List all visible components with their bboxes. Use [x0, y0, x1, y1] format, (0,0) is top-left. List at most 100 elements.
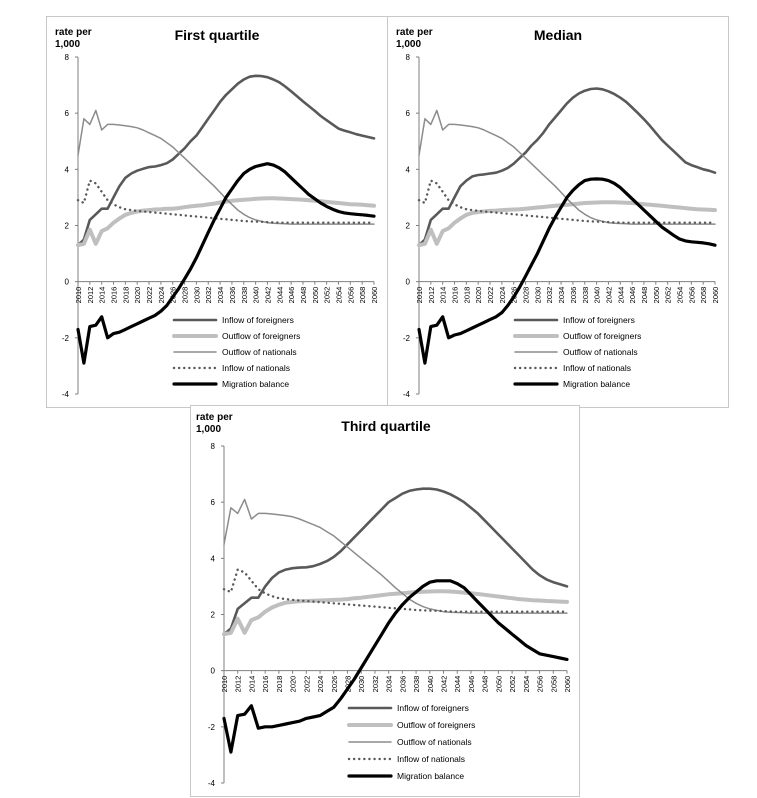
- x-tick-label: 2030: [357, 676, 366, 693]
- x-tick-label: 2036: [569, 287, 578, 304]
- legend-label: Inflow of foreigners: [222, 315, 294, 325]
- x-tick-label: 2058: [358, 287, 367, 304]
- legend-label: Migration balance: [222, 379, 289, 389]
- x-tick-label: 2022: [145, 287, 154, 304]
- x-tick-label: 2048: [481, 676, 490, 693]
- y-tick-label: -2: [62, 334, 70, 343]
- x-tick-label: 2012: [427, 287, 436, 304]
- x-tick-label: 2042: [604, 287, 613, 304]
- x-tick-label: 2014: [247, 676, 256, 693]
- chart-panel-third-quartile: rate per 1,000 Third quartile -4 -2 0 2 4 6 8 2…: [190, 405, 580, 797]
- x-tick-label: 2060: [711, 287, 720, 304]
- y-tick-label: 6: [406, 109, 411, 118]
- x-tick-label: 2022: [486, 287, 495, 304]
- x-tick-label: 2046: [467, 676, 476, 693]
- chart-title: Third quartile: [341, 418, 431, 434]
- x-tick-label: 2056: [687, 287, 696, 304]
- x-tick-label: 2034: [216, 287, 225, 304]
- x-tick-label: 2052: [508, 676, 517, 693]
- x-tick-label: 2032: [371, 676, 380, 693]
- chart-panel-first-quartile: rate per 1,000 First quartile -4 -2 0 2 4 6 8 2…: [46, 16, 388, 408]
- x-tick-label: 2060: [563, 676, 572, 693]
- x-tick-label: 2016: [261, 676, 270, 693]
- x-tick-label: 2010: [220, 676, 229, 693]
- legend-label: Outflow of foreigners: [563, 331, 641, 341]
- x-tick-label: 2040: [593, 287, 602, 304]
- x-tick-label: 2012: [234, 676, 243, 693]
- x-tick-label: 2020: [474, 287, 483, 304]
- x-tick-label: 2022: [302, 676, 311, 693]
- x-tick-label: 2038: [581, 287, 590, 304]
- x-tick-label: 2060: [370, 287, 379, 304]
- y-axis-label: rate per 1,000: [55, 27, 92, 50]
- x-tick-label: 2024: [157, 287, 166, 304]
- y-tick-label: 4: [211, 554, 216, 563]
- chart-title: Median: [533, 27, 583, 43]
- legend-label: Outflow of nationals: [222, 347, 297, 357]
- x-tick-label: 2054: [334, 287, 343, 304]
- x-tick-label: 2036: [228, 287, 237, 304]
- x-tick-label: 2028: [522, 287, 531, 304]
- y-tick-label: -4: [208, 779, 216, 788]
- x-tick-label: 2024: [498, 287, 507, 304]
- y-tick-label: 6: [65, 109, 70, 118]
- x-tick-label: 2042: [263, 287, 272, 304]
- x-tick-label: 2048: [299, 287, 308, 304]
- x-tick-label: 2014: [439, 287, 448, 304]
- legend-label: Inflow of foreigners: [397, 703, 469, 713]
- y-tick-label: 0: [65, 278, 70, 287]
- legend-label: Migration balance: [397, 771, 464, 781]
- series-line: [76, 179, 376, 224]
- x-tick-label: 2040: [252, 287, 261, 304]
- y-tick-label: 6: [211, 498, 216, 507]
- y-tick-label: 2: [211, 611, 216, 620]
- legend-label: Outflow of nationals: [397, 737, 472, 747]
- y-tick-label: -2: [403, 334, 411, 343]
- x-tick-label: 2044: [616, 287, 625, 304]
- legend-label: Outflow of nationals: [563, 347, 638, 357]
- x-tick-label: 2058: [549, 676, 558, 693]
- series-line: [223, 498, 568, 614]
- x-tick-label: 2046: [287, 287, 296, 304]
- x-tick-label: 2030: [533, 287, 542, 304]
- y-tick-label: 8: [406, 53, 411, 62]
- y-tick-label: -2: [208, 723, 216, 732]
- x-tick-label: 2012: [86, 287, 95, 304]
- series-line: [76, 196, 376, 248]
- x-tick-label: 2036: [398, 676, 407, 693]
- y-tick-label: 8: [211, 442, 216, 451]
- y-axis-label: rate per 1,000: [196, 412, 233, 435]
- x-tick-label: 2010: [74, 287, 83, 304]
- series-line: [417, 179, 717, 224]
- x-tick-label: 2052: [323, 287, 332, 304]
- series-line: [76, 162, 376, 365]
- series-line: [222, 487, 569, 636]
- y-tick-label: 0: [211, 667, 216, 676]
- y-tick-label: -4: [403, 390, 411, 399]
- y-tick-label: 4: [406, 165, 411, 174]
- x-tick-label: 2046: [628, 287, 637, 304]
- x-tick-label: 2042: [440, 676, 449, 693]
- x-tick-label: 2020: [133, 287, 142, 304]
- series-line: [222, 579, 569, 754]
- y-axis-label: rate per 1,000: [396, 27, 433, 50]
- legend-label: Inflow of nationals: [397, 754, 465, 764]
- x-tick-label: 2054: [522, 676, 531, 693]
- series-line: [417, 87, 717, 247]
- x-tick-label: 2038: [240, 287, 249, 304]
- x-tick-label: 2010: [415, 287, 424, 304]
- series-line: [76, 74, 376, 247]
- x-tick-label: 2016: [451, 287, 460, 304]
- legend-label: Migration balance: [563, 379, 630, 389]
- x-tick-label: 2050: [652, 287, 661, 304]
- x-tick-label: 2034: [557, 287, 566, 304]
- x-tick-label: 2054: [675, 287, 684, 304]
- x-tick-label: 2050: [311, 287, 320, 304]
- legend-label: Inflow of foreigners: [563, 315, 635, 325]
- x-tick-label: 2018: [275, 676, 284, 693]
- y-tick-label: 8: [65, 53, 70, 62]
- chart-svg: -4 -2 0 2 4 6 8 2010 2012 2014 2016 2018 2020 2022 202…: [208, 442, 572, 788]
- x-tick-label: 2030: [192, 287, 201, 304]
- chart-panel-median: rate per 1,000 Median -4 -2 0 2 4 6 8 2010 2012 2…: [387, 16, 729, 408]
- x-tick-label: 2056: [346, 287, 355, 304]
